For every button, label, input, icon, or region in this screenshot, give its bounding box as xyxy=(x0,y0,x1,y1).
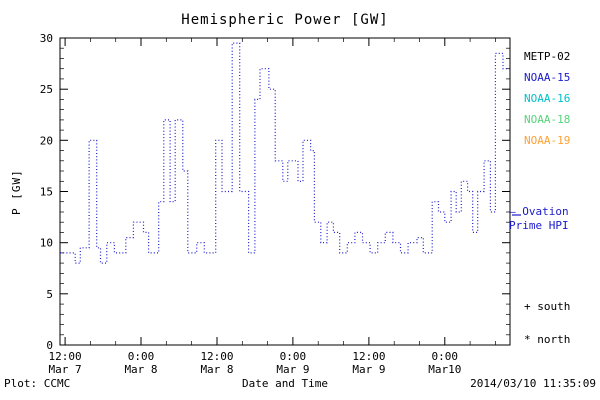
svg-text:20: 20 xyxy=(40,134,53,147)
legend-item-noaa-19: NOAA-19 xyxy=(524,134,571,147)
svg-text:0:00: 0:00 xyxy=(280,350,307,363)
svg-text:Mar 8: Mar 8 xyxy=(124,363,157,376)
legend-item-metp-02: METP-02 xyxy=(524,50,571,63)
legend-item-noaa-18: NOAA-18 xyxy=(524,113,571,126)
svg-text:12:00: 12:00 xyxy=(200,350,233,363)
svg-text:0:00: 0:00 xyxy=(128,350,155,363)
svg-text:25: 25 xyxy=(40,83,53,96)
svg-text:Mar 9: Mar 9 xyxy=(352,363,385,376)
svg-text:Mar 7: Mar 7 xyxy=(49,363,82,376)
legend-marker-north: * north xyxy=(524,333,571,346)
svg-text:Mar 9: Mar 9 xyxy=(276,363,309,376)
svg-text:Mar10: Mar10 xyxy=(428,363,461,376)
svg-text:30: 30 xyxy=(40,32,53,45)
chart-title: Hemispheric Power [GW] xyxy=(181,12,389,28)
timestamp: 2014/03/10 11:35:09 xyxy=(470,377,596,390)
svg-text:0:00: 0:00 xyxy=(432,350,459,363)
plot-credit: Plot: CCMC xyxy=(4,377,71,390)
legend-item-noaa-15: NOAA-15 xyxy=(524,71,571,84)
svg-text:15: 15 xyxy=(40,186,53,199)
legend-marker-south: + south xyxy=(524,300,571,313)
svg-text:12:00: 12:00 xyxy=(49,350,82,363)
svg-text:12:00: 12:00 xyxy=(352,350,385,363)
svg-text:Mar 8: Mar 8 xyxy=(200,363,233,376)
svg-text:0: 0 xyxy=(46,339,53,352)
legend-ovation-line2: Prime HPI xyxy=(509,219,569,232)
legend-item-noaa-16: NOAA-16 xyxy=(524,92,571,105)
x-axis-title: Date and Time xyxy=(241,377,329,390)
legend-ovation-prime-hpi: — Ovation Prime HPI xyxy=(509,205,569,233)
svg-text:5: 5 xyxy=(46,288,53,301)
satellite-legend: METP-02 NOAA-15 NOAA-16 NOAA-18 NOAA-19 xyxy=(524,50,570,155)
svg-text:10: 10 xyxy=(40,237,53,250)
legend-ovation-line1: — Ovation xyxy=(509,205,569,218)
